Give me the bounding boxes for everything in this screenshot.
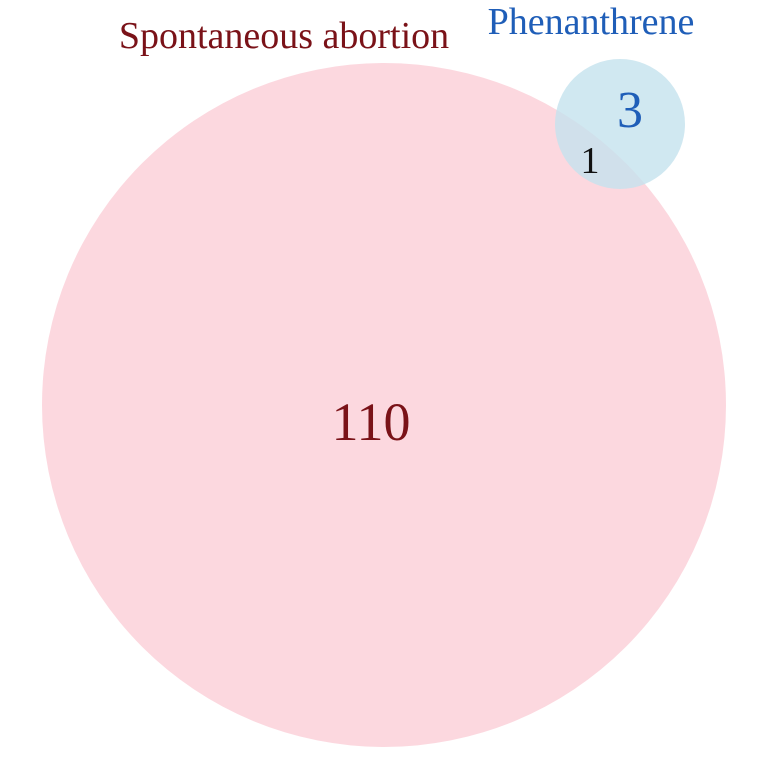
region-count-phenanthrene-only: 3 [617,82,643,139]
set-label-spontaneous-abortion: Spontaneous abortion [119,15,449,57]
set-circle-spontaneous-abortion [42,63,726,747]
set-label-phenanthrene: Phenanthrene [488,1,695,43]
set-circle-phenanthrene [555,59,685,189]
region-count-spontaneous-abortion-only: 110 [332,392,411,452]
region-count-intersection: 1 [581,140,600,182]
